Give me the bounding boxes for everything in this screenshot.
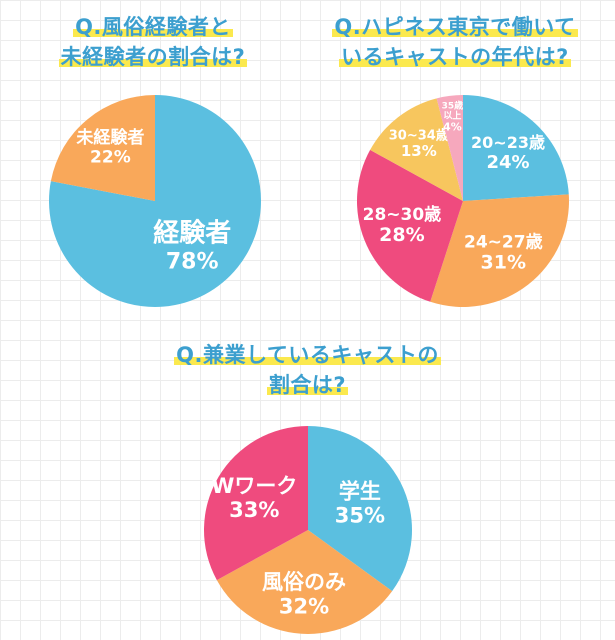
- chart-1-slice-1: [49, 95, 262, 308]
- chart-2-slice-2-value: 31%: [481, 252, 526, 274]
- chart-1-slice-1-label: 経験者: [153, 218, 231, 249]
- chart-3-slice-2: [216, 530, 393, 635]
- chart-3-slice-2-value: 32%: [279, 594, 329, 618]
- chart-2-slice-4-label: 30~34歳: [389, 128, 449, 144]
- chart-2-slice-2: [430, 194, 569, 307]
- chart-3-slice-3: [203, 426, 308, 581]
- chart-3-title: Q.兼業しているキャストの 割合は?: [100, 340, 515, 400]
- chart-2-slice-5-value: 4%: [443, 121, 462, 134]
- chart-2-slice-5: [436, 95, 463, 201]
- chart-2-title-line-1: Q.ハピネス東京で働いて: [332, 15, 578, 39]
- chart-1-title: Q.風俗経験者と 未経験者の割合は?: [18, 12, 288, 72]
- chart-2-slice-3: [356, 149, 463, 302]
- chart-3-title-line-2: 割合は?: [266, 373, 349, 397]
- chart-2-slice-1: [463, 95, 569, 201]
- chart-2-title: Q.ハピネス東京で働いて いるキャストの年代は?: [305, 12, 605, 72]
- chart-3-slice-1-label: 学生: [339, 479, 381, 503]
- chart-2-slice-1-value: 24%: [486, 152, 529, 173]
- chart-3-slice-1: [308, 426, 413, 592]
- chart-3-slice-3-value: 33%: [229, 498, 279, 522]
- chart-1-slice-2-label: 未経験者: [75, 127, 144, 148]
- chart-2-slice-5-label-1: 35歳: [442, 99, 464, 111]
- chart-3-title-line-1: Q.兼業しているキャストの: [174, 343, 441, 367]
- chart-2-slice-1-label: 20~23歳: [471, 133, 545, 152]
- chart-1-title-line-2: 未経験者の割合は?: [58, 45, 248, 69]
- chart-2-slice-2-label: 24~27歳: [464, 232, 543, 253]
- chart-2-slice-5-label-2: 以上: [443, 110, 461, 122]
- chart-1-slice-2-value: 22%: [90, 147, 131, 167]
- chart-1-slice-1-value: 78%: [166, 249, 219, 274]
- chart-2-title-line-2: いるキャストの年代は?: [339, 45, 571, 69]
- chart-3-slice-1-value: 35%: [335, 504, 385, 528]
- chart-1-title-line-1: Q.風俗経験者と: [73, 15, 233, 39]
- chart-3-slice-2-label: 風俗のみ: [262, 570, 346, 594]
- chart-2-slice-4-value: 13%: [401, 142, 437, 160]
- chart-3-slice-3-label: Wワーク: [211, 474, 297, 498]
- chart-2-slice-3-value: 28%: [379, 224, 424, 246]
- chart-2-slice-3-label: 28~30歳: [363, 204, 442, 225]
- chart-2-slice-4: [370, 98, 463, 201]
- chart-1-slice-2: [50, 95, 155, 201]
